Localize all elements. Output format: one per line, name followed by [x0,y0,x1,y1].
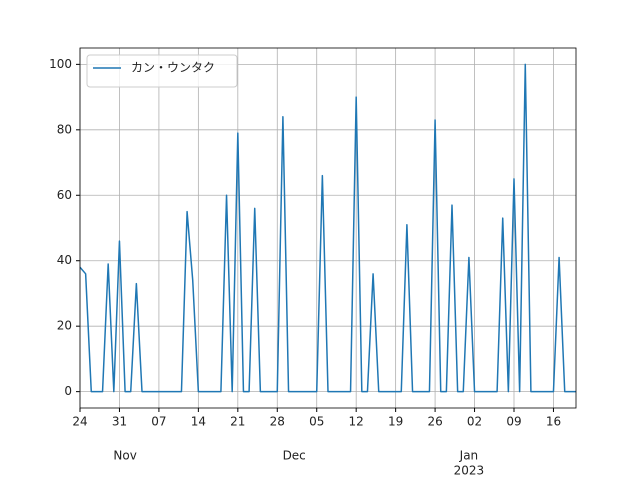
x-tick-label: 31 [112,415,127,429]
x-tick-label: 21 [230,415,245,429]
x-tick-label: 07 [151,415,166,429]
y-tick-label: 20 [57,319,72,333]
x-tick-label: 16 [546,415,561,429]
x-tick-label: 26 [427,415,442,429]
axes-frame [79,47,577,409]
x-tick-label: 28 [270,415,285,429]
x-tick-label: 02 [467,415,482,429]
x-minor-label: Dec [283,449,306,463]
x-tick-label: 24 [72,415,87,429]
y-tick-label: 0 [64,384,72,398]
x-tick-label: 12 [349,415,364,429]
x-tick-label: 05 [309,415,324,429]
y-tick-label: 60 [57,188,72,202]
x-minor-sublabel: 2023 [454,464,485,478]
x-tick-label: 19 [388,415,403,429]
legend [86,54,238,88]
x-minor-label: Jan [459,449,479,463]
y-tick-label: 100 [49,57,72,71]
x-minor-label: Nov [113,449,136,463]
y-tick-label: 40 [57,253,72,267]
y-tick-label: 80 [57,122,72,136]
series-line [79,63,576,393]
x-tick-label: 09 [506,415,521,429]
legend-label: カン・ウンタク [131,61,215,75]
x-tick-label: 14 [191,415,206,429]
